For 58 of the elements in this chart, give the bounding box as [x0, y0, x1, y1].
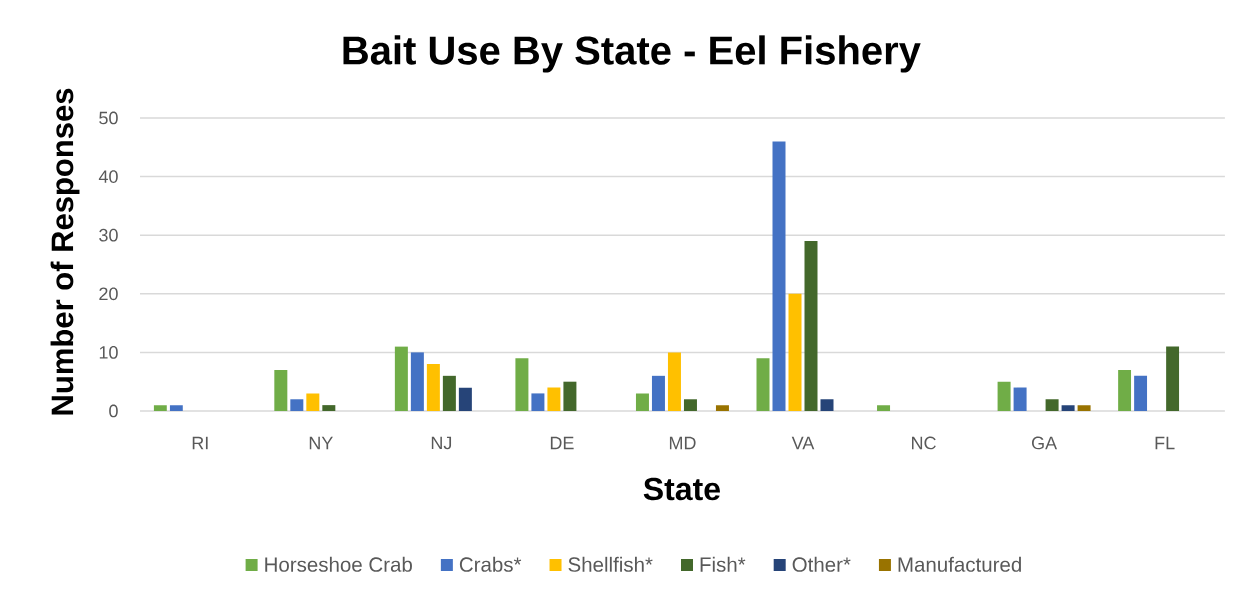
- bar: [306, 393, 320, 411]
- bar: [788, 293, 802, 411]
- bar: [515, 358, 529, 411]
- y-axis-title: Number of Responses: [50, 88, 80, 415]
- bar: [442, 375, 456, 411]
- chart-title: Bait Use By State - Eel Fishery: [343, 35, 921, 73]
- bar: [683, 399, 697, 411]
- bar: [322, 405, 336, 411]
- bar: [1077, 405, 1091, 411]
- x-tick-label: NY: [309, 436, 333, 450]
- bar: [426, 364, 440, 411]
- x-tick-label: FL: [1155, 436, 1175, 450]
- x-axis-title: State: [643, 477, 720, 501]
- y-tick-label: 10: [99, 346, 118, 359]
- bar: [997, 381, 1011, 411]
- legend-label: Shellfish*: [568, 556, 653, 572]
- bar: [394, 346, 408, 411]
- bar: [715, 405, 729, 411]
- bar: [667, 352, 681, 411]
- bar: [651, 375, 665, 411]
- bar: [756, 358, 770, 411]
- x-tick-label: NJ: [431, 436, 452, 450]
- bar: [877, 405, 891, 411]
- x-tick-label: NC: [912, 436, 936, 450]
- y-tick-label: 40: [98, 170, 118, 183]
- bar: [1118, 369, 1132, 411]
- legend-label: Manufactured: [898, 556, 1021, 572]
- y-tick-label: 30: [99, 228, 118, 242]
- legend-label: Horseshoe Crab: [265, 556, 412, 572]
- bar: [410, 352, 424, 411]
- bar: [1013, 387, 1027, 411]
- y-tick-label: 50: [99, 111, 118, 125]
- x-tick-label: GA: [1032, 436, 1058, 450]
- bar: [547, 387, 561, 411]
- bar: [458, 387, 472, 411]
- bar: [1166, 346, 1180, 411]
- bar: [169, 405, 183, 411]
- legend-label: Other*: [792, 556, 851, 572]
- x-tick-label: VA: [791, 436, 815, 450]
- legend-label: Crabs*: [459, 556, 522, 572]
- x-tick-label: DE: [550, 436, 574, 450]
- bar: [274, 369, 288, 411]
- x-tick-label: MD: [669, 436, 696, 450]
- bar: [290, 399, 304, 411]
- bar: [804, 241, 818, 411]
- bar: [635, 393, 649, 411]
- bar: [563, 381, 577, 411]
- bar: [1134, 375, 1148, 411]
- y-tick-label: 0: [109, 404, 118, 418]
- legend-label: Fish*: [700, 556, 746, 572]
- x-tick-label: RI: [192, 436, 208, 450]
- bar: [1061, 405, 1075, 411]
- bar: [820, 399, 834, 411]
- bar: [531, 393, 545, 411]
- bar: [772, 141, 786, 411]
- bar: [1045, 399, 1059, 411]
- y-tick-label: 20: [99, 287, 118, 301]
- bar: [153, 405, 167, 411]
